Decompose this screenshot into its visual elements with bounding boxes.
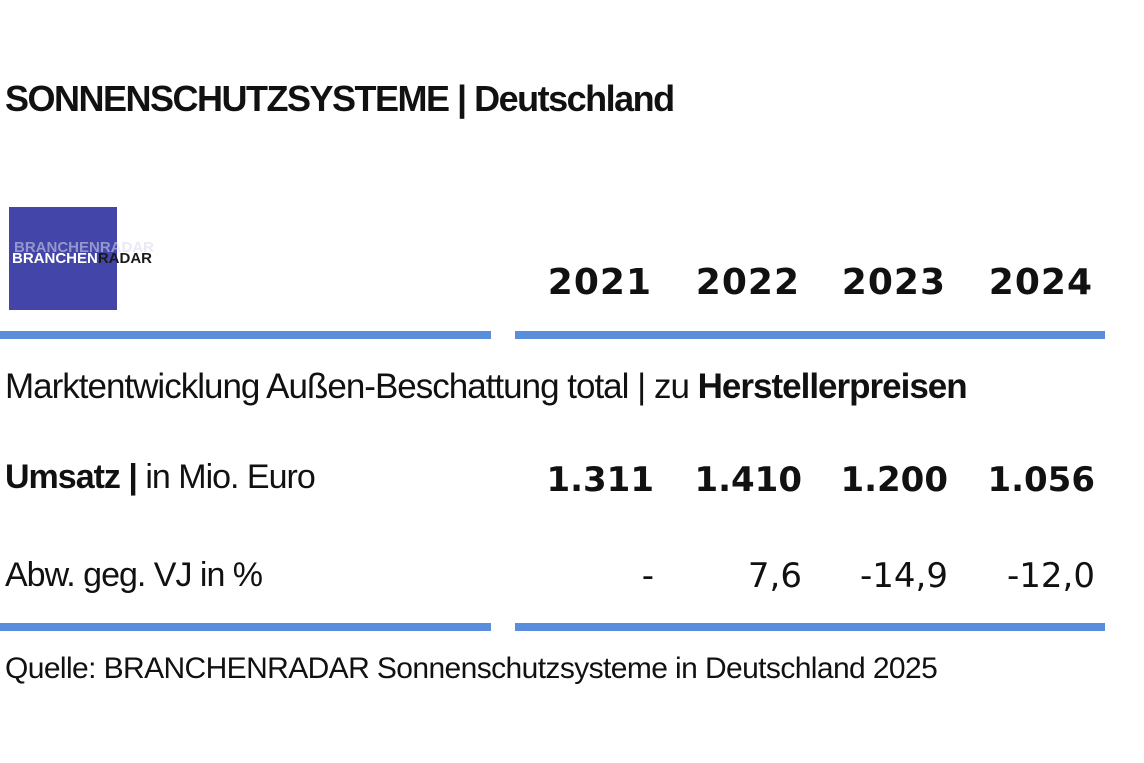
header-rule-left xyxy=(0,331,491,339)
table-cell: 1.311 xyxy=(546,460,654,500)
subtitle-bold: Herstellerpreisen xyxy=(697,367,968,406)
table-subtitle: Marktentwicklung Außen-Beschattung total… xyxy=(5,367,968,407)
table-cell: 1.200 xyxy=(840,460,948,500)
column-header-year: 2024 xyxy=(988,262,1093,303)
table-cell: 1.056 xyxy=(987,460,1095,500)
logo-ghost-text: BRANCHENRADAR xyxy=(14,239,154,256)
branchenradar-logo xyxy=(9,207,117,310)
table-cell: 7,6 xyxy=(747,556,802,596)
logo-text-part1: BRANCHEN xyxy=(12,250,98,267)
logo-text: BRANCHENRADAR xyxy=(12,250,152,267)
row-label-abweichung: Abw. geg. VJ in % xyxy=(5,556,263,595)
table-cell: - xyxy=(641,556,654,596)
column-header-year: 2022 xyxy=(695,262,800,303)
source-note: Quelle: BRANCHENRADAR Sonnenschutzsystem… xyxy=(5,652,938,685)
table-cell: 1.410 xyxy=(694,460,802,500)
row-label-normal: Abw. geg. VJ in % xyxy=(5,556,263,594)
table-cell: -14,9 xyxy=(860,556,948,596)
footer-rule-left xyxy=(0,623,491,631)
page-title: SONNENSCHUTZSYSTEME | Deutschland xyxy=(5,78,675,119)
logo-text-part2: RADAR xyxy=(97,250,153,267)
row-label-bold: Umsatz | xyxy=(5,458,138,496)
column-header-year: 2021 xyxy=(547,262,652,303)
column-header-year: 2023 xyxy=(841,262,946,303)
header-rule-right xyxy=(515,331,1105,339)
row-label-umsatz: Umsatz | in Mio. Euro xyxy=(5,458,316,497)
table-cell: -12,0 xyxy=(1007,556,1095,596)
footer-rule-right xyxy=(515,623,1105,631)
row-label-normal: in Mio. Euro xyxy=(145,458,315,496)
subtitle-normal: Marktentwicklung Außen-Beschattung total… xyxy=(5,367,690,406)
